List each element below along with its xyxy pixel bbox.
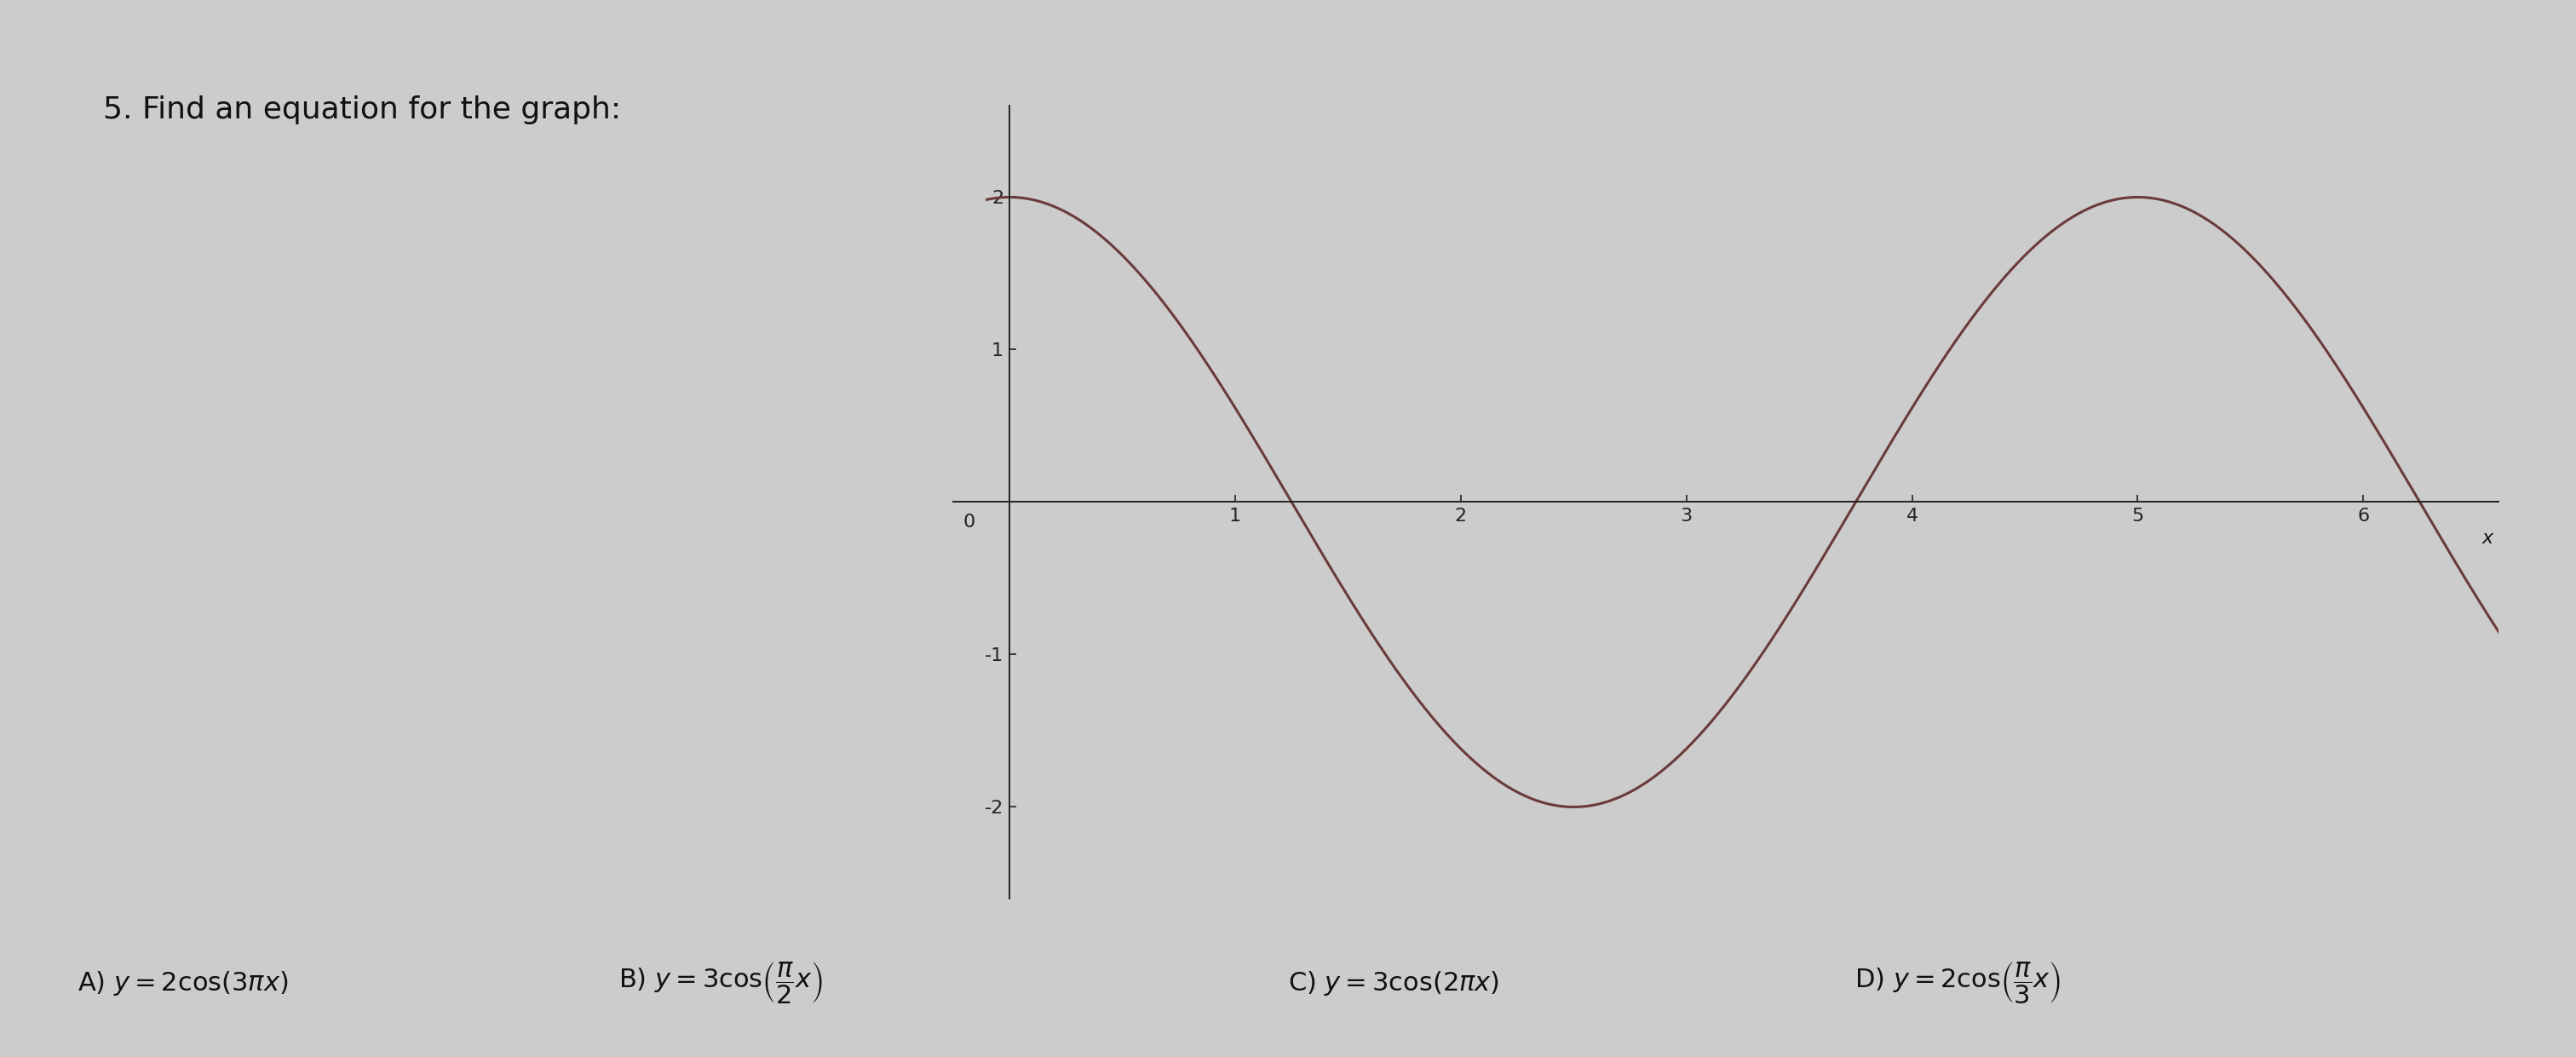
Text: D) $y = 2\cos\!\left(\dfrac{\pi}{3}x\right)$: D) $y = 2\cos\!\left(\dfrac{\pi}{3}x\rig… (1855, 960, 2061, 1006)
Text: x: x (2481, 530, 2494, 546)
Text: 5. Find an equation for the graph:: 5. Find an equation for the graph: (103, 95, 621, 124)
Text: C) $y = 3\cos(2\pi x)$: C) $y = 3\cos(2\pi x)$ (1288, 969, 1499, 997)
Text: 0: 0 (963, 514, 974, 531)
Text: A) $y = 2\cos(3\pi x)$: A) $y = 2\cos(3\pi x)$ (77, 969, 289, 997)
Text: B) $y = 3\cos\!\left(\dfrac{\pi}{2}x\right)$: B) $y = 3\cos\!\left(\dfrac{\pi}{2}x\rig… (618, 960, 822, 1006)
